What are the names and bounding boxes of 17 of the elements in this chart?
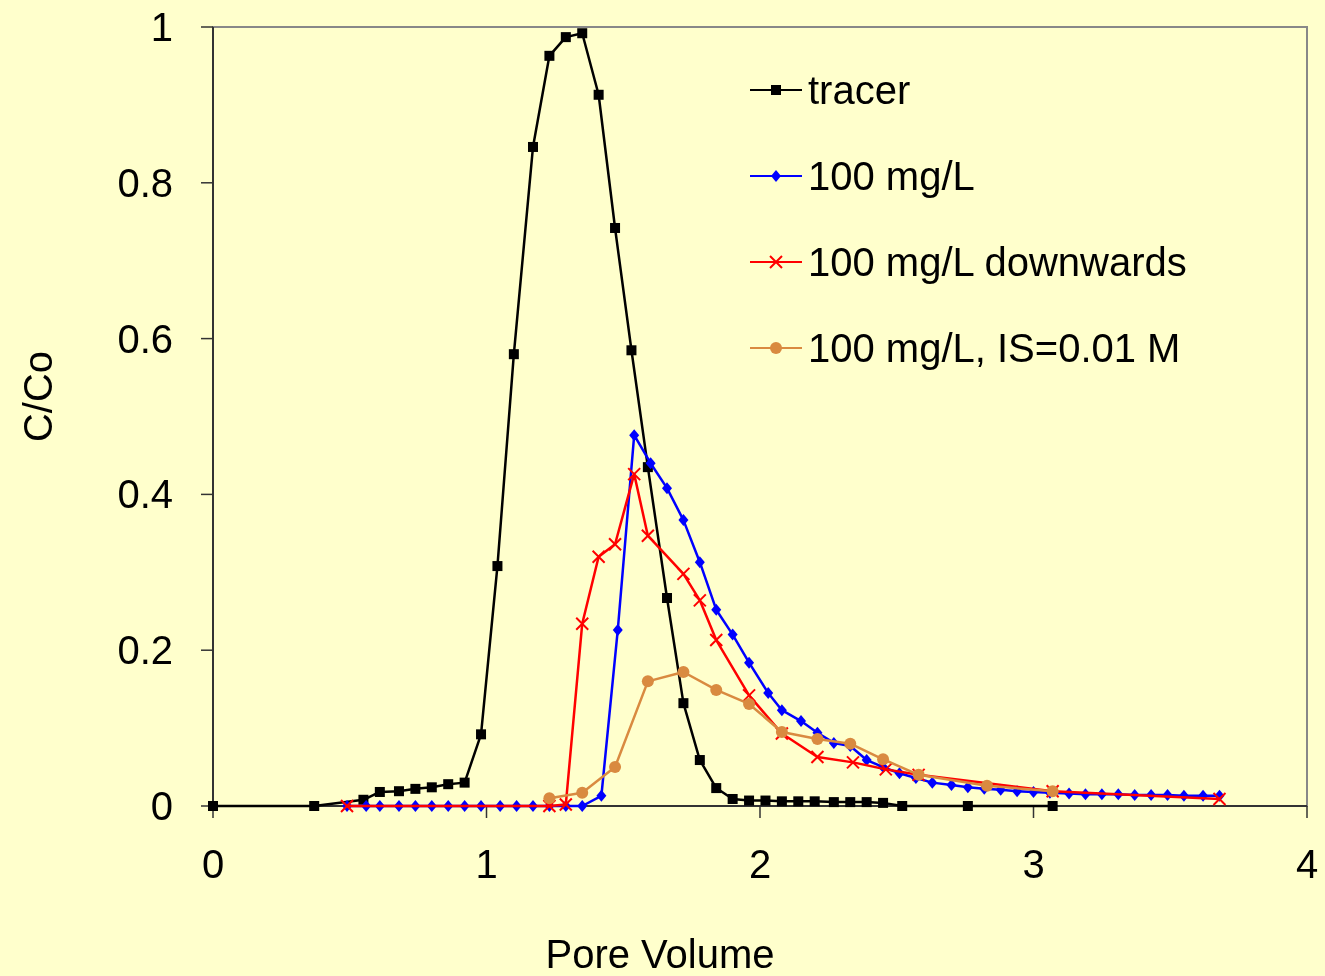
y-tick-label: 0 — [150, 784, 173, 828]
y-tick-label: 1 — [150, 5, 173, 49]
legend-label: tracer — [808, 68, 911, 112]
x-tick-label: 3 — [1022, 842, 1045, 886]
legend-label: 100 mg/L — [808, 154, 975, 198]
y-tick-label: 0.4 — [117, 472, 173, 517]
legend-label: 100 mg/L, IS=0.01 M — [808, 326, 1181, 370]
y-tick-label: 0.8 — [117, 160, 173, 205]
y-tick-label: 0.2 — [117, 628, 173, 673]
x-axis-title: Pore Volume — [545, 932, 775, 976]
x-tick-label: 2 — [748, 842, 772, 886]
x-tick-label: 4 — [1295, 842, 1319, 886]
y-tick-label: 0.6 — [117, 316, 173, 361]
y-axis-title: C/Co — [16, 350, 60, 443]
x-tick-label: 1 — [475, 842, 498, 886]
x-tick-label: 0 — [201, 842, 225, 886]
legend-label: 100 mg/L downwards — [808, 240, 1187, 284]
